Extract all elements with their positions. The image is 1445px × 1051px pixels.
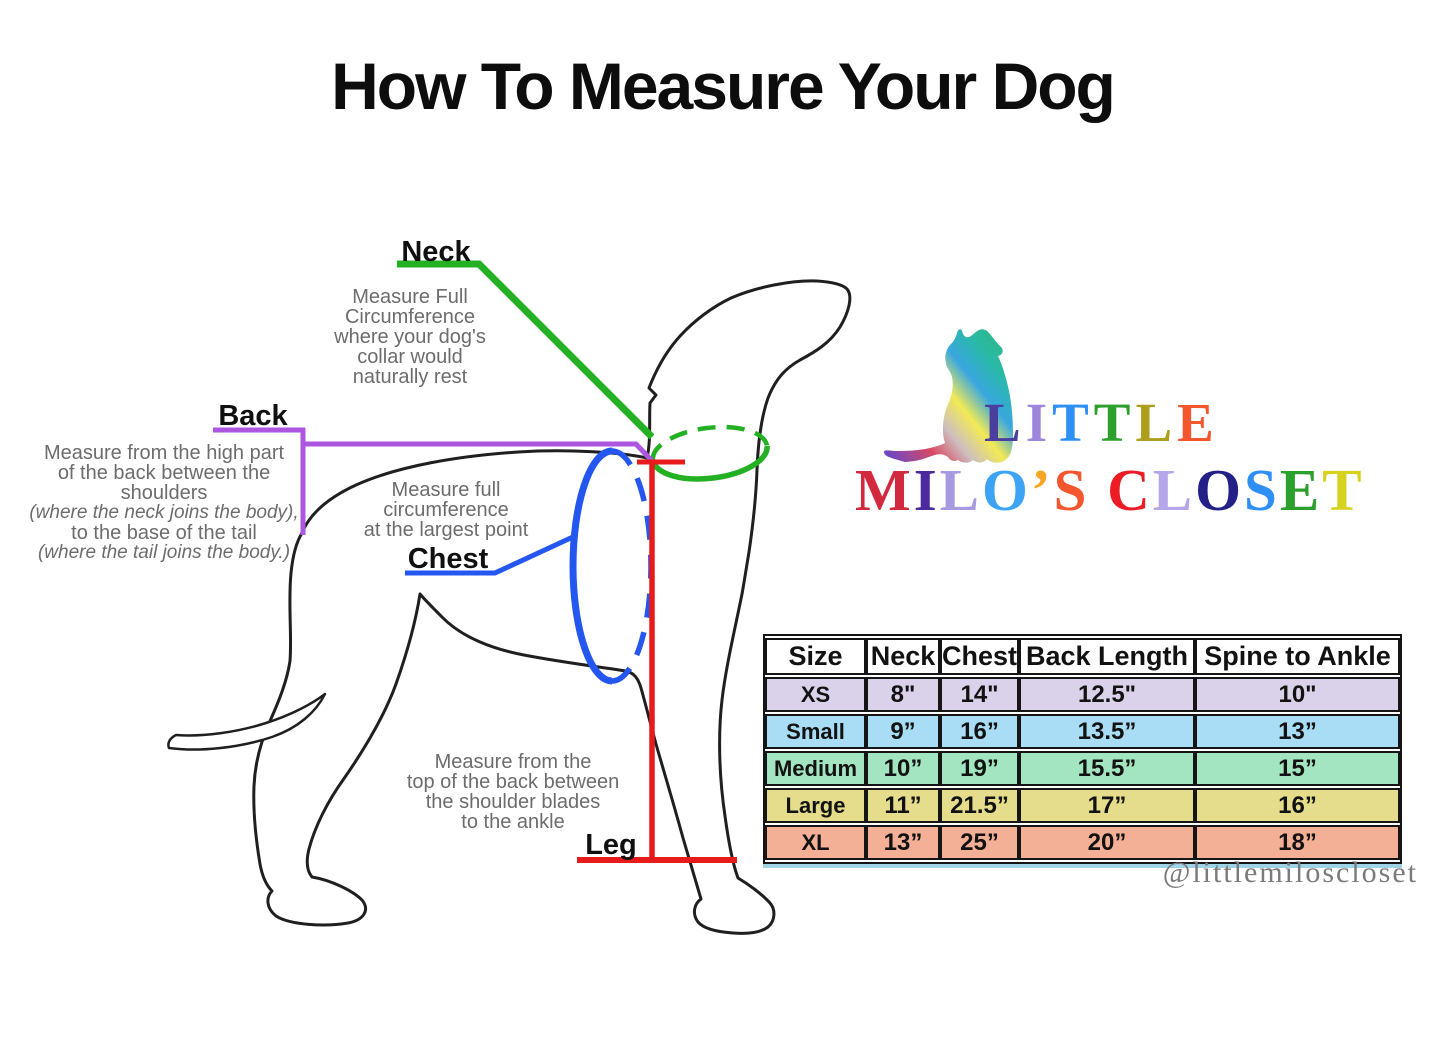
chest-note: Measure full circumference at the larges… xyxy=(363,479,529,541)
back-note: Measure from the high part of the back b… xyxy=(29,442,299,563)
cell-chest: 14" xyxy=(940,677,1020,712)
cell-spine: 18” xyxy=(1195,825,1401,860)
chest-ellipse-solid xyxy=(569,447,613,685)
neck-ellipse-solid xyxy=(650,445,770,482)
cell-neck: 10” xyxy=(866,751,940,786)
cell-chest: 16” xyxy=(940,714,1020,749)
cell-neck: 11” xyxy=(866,788,940,823)
cell-spine: 16” xyxy=(1195,788,1401,823)
table-row-small: Small 9” 16” 13.5” 13” xyxy=(765,714,1401,749)
cell-spine: 10" xyxy=(1195,677,1401,712)
table-row-medium: Medium 10” 19” 15.5” 15” xyxy=(765,751,1401,786)
sitting-dog-icon xyxy=(884,329,1013,463)
cell-back: 15.5” xyxy=(1019,751,1196,786)
cell-spine: 13” xyxy=(1195,714,1401,749)
cell-chest: 19” xyxy=(940,751,1020,786)
cell-back: 17” xyxy=(1019,788,1196,823)
cell-spine: 15” xyxy=(1195,751,1401,786)
leg-label: Leg xyxy=(585,829,637,861)
col-header-size: Size xyxy=(765,638,866,675)
back-length-line xyxy=(303,441,656,465)
size-label: Small xyxy=(765,714,866,749)
cell-back: 13.5” xyxy=(1019,714,1196,749)
size-label: XS xyxy=(765,677,866,712)
neck-label: Neck xyxy=(401,236,471,268)
col-header-neck: Neck xyxy=(866,638,940,675)
neck-ellipse-dashed xyxy=(650,424,770,461)
size-chart-table: Size Neck Chest Back Length Spine to Ank… xyxy=(763,634,1403,864)
cell-neck: 13” xyxy=(866,825,940,860)
table-row-xl: XL 13” 25” 20” 18” xyxy=(765,825,1401,860)
col-header-chest: Chest xyxy=(940,638,1020,675)
instagram-handle: @littlemiloscloset xyxy=(1162,856,1418,889)
logo-text-line1: LITTLE xyxy=(984,392,1219,453)
logo-text-line2: MILO’S CLOSET xyxy=(855,457,1365,523)
size-label: Large xyxy=(765,788,866,823)
table-row-large: Large 11” 21.5” 17” 16” xyxy=(765,788,1401,823)
cell-neck: 9” xyxy=(866,714,940,749)
cell-back: 20” xyxy=(1019,825,1196,860)
neck-pointer-line xyxy=(397,260,655,440)
col-header-spine-to-ankle: Spine to Ankle xyxy=(1195,638,1401,675)
page-title: How To Measure Your Dog xyxy=(331,49,1116,123)
back-label: Back xyxy=(218,400,288,432)
leg-note: Measure from the top of the back between… xyxy=(406,751,620,833)
dog-tail xyxy=(167,692,327,751)
dog-body-outline xyxy=(252,279,852,935)
cell-neck: 8" xyxy=(866,677,940,712)
cell-chest: 21.5” xyxy=(940,788,1020,823)
table-header-row: Size Neck Chest Back Length Spine to Ank… xyxy=(765,638,1401,675)
size-label: Medium xyxy=(765,751,866,786)
cell-chest: 25” xyxy=(940,825,1020,860)
chest-pointer-line xyxy=(405,533,577,576)
cell-back: 12.5" xyxy=(1019,677,1196,712)
neck-note: Measure Full Circumference where your do… xyxy=(334,286,486,388)
col-header-back-length: Back Length xyxy=(1019,638,1196,675)
table-row-xs: XS 8" 14" 12.5" 10" xyxy=(765,677,1401,712)
chest-label: Chest xyxy=(407,543,489,575)
size-label: XL xyxy=(765,825,866,860)
